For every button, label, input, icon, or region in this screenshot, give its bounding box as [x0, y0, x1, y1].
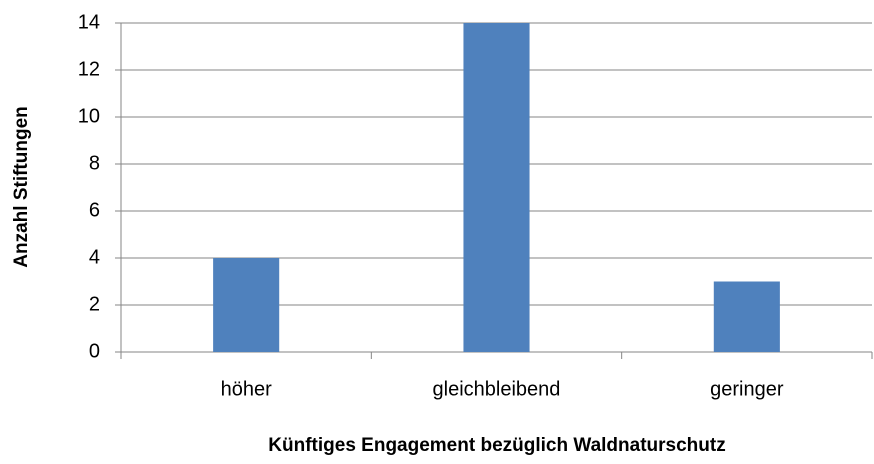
y-axis-title: Anzahl Stiftungen [11, 106, 32, 267]
bar [713, 281, 780, 352]
y-tick-label: 12 [78, 58, 100, 80]
y-tick-label: 6 [89, 199, 100, 221]
x-tick-label: geringer [710, 378, 784, 400]
y-tick-label: 14 [78, 11, 100, 33]
y-tick-label: 4 [89, 246, 100, 268]
y-tick-label: 2 [89, 293, 100, 315]
x-tick-label: gleichbleibend [433, 378, 561, 400]
x-axis-title: Künftiges Engagement bezüglich Waldnatur… [268, 435, 725, 456]
bar [213, 258, 280, 352]
bar [463, 23, 530, 352]
y-tick-label: 8 [89, 152, 100, 174]
x-tick-label: höher [221, 378, 272, 400]
y-tick-label: 0 [89, 340, 100, 362]
y-tick-label: 10 [78, 105, 100, 127]
